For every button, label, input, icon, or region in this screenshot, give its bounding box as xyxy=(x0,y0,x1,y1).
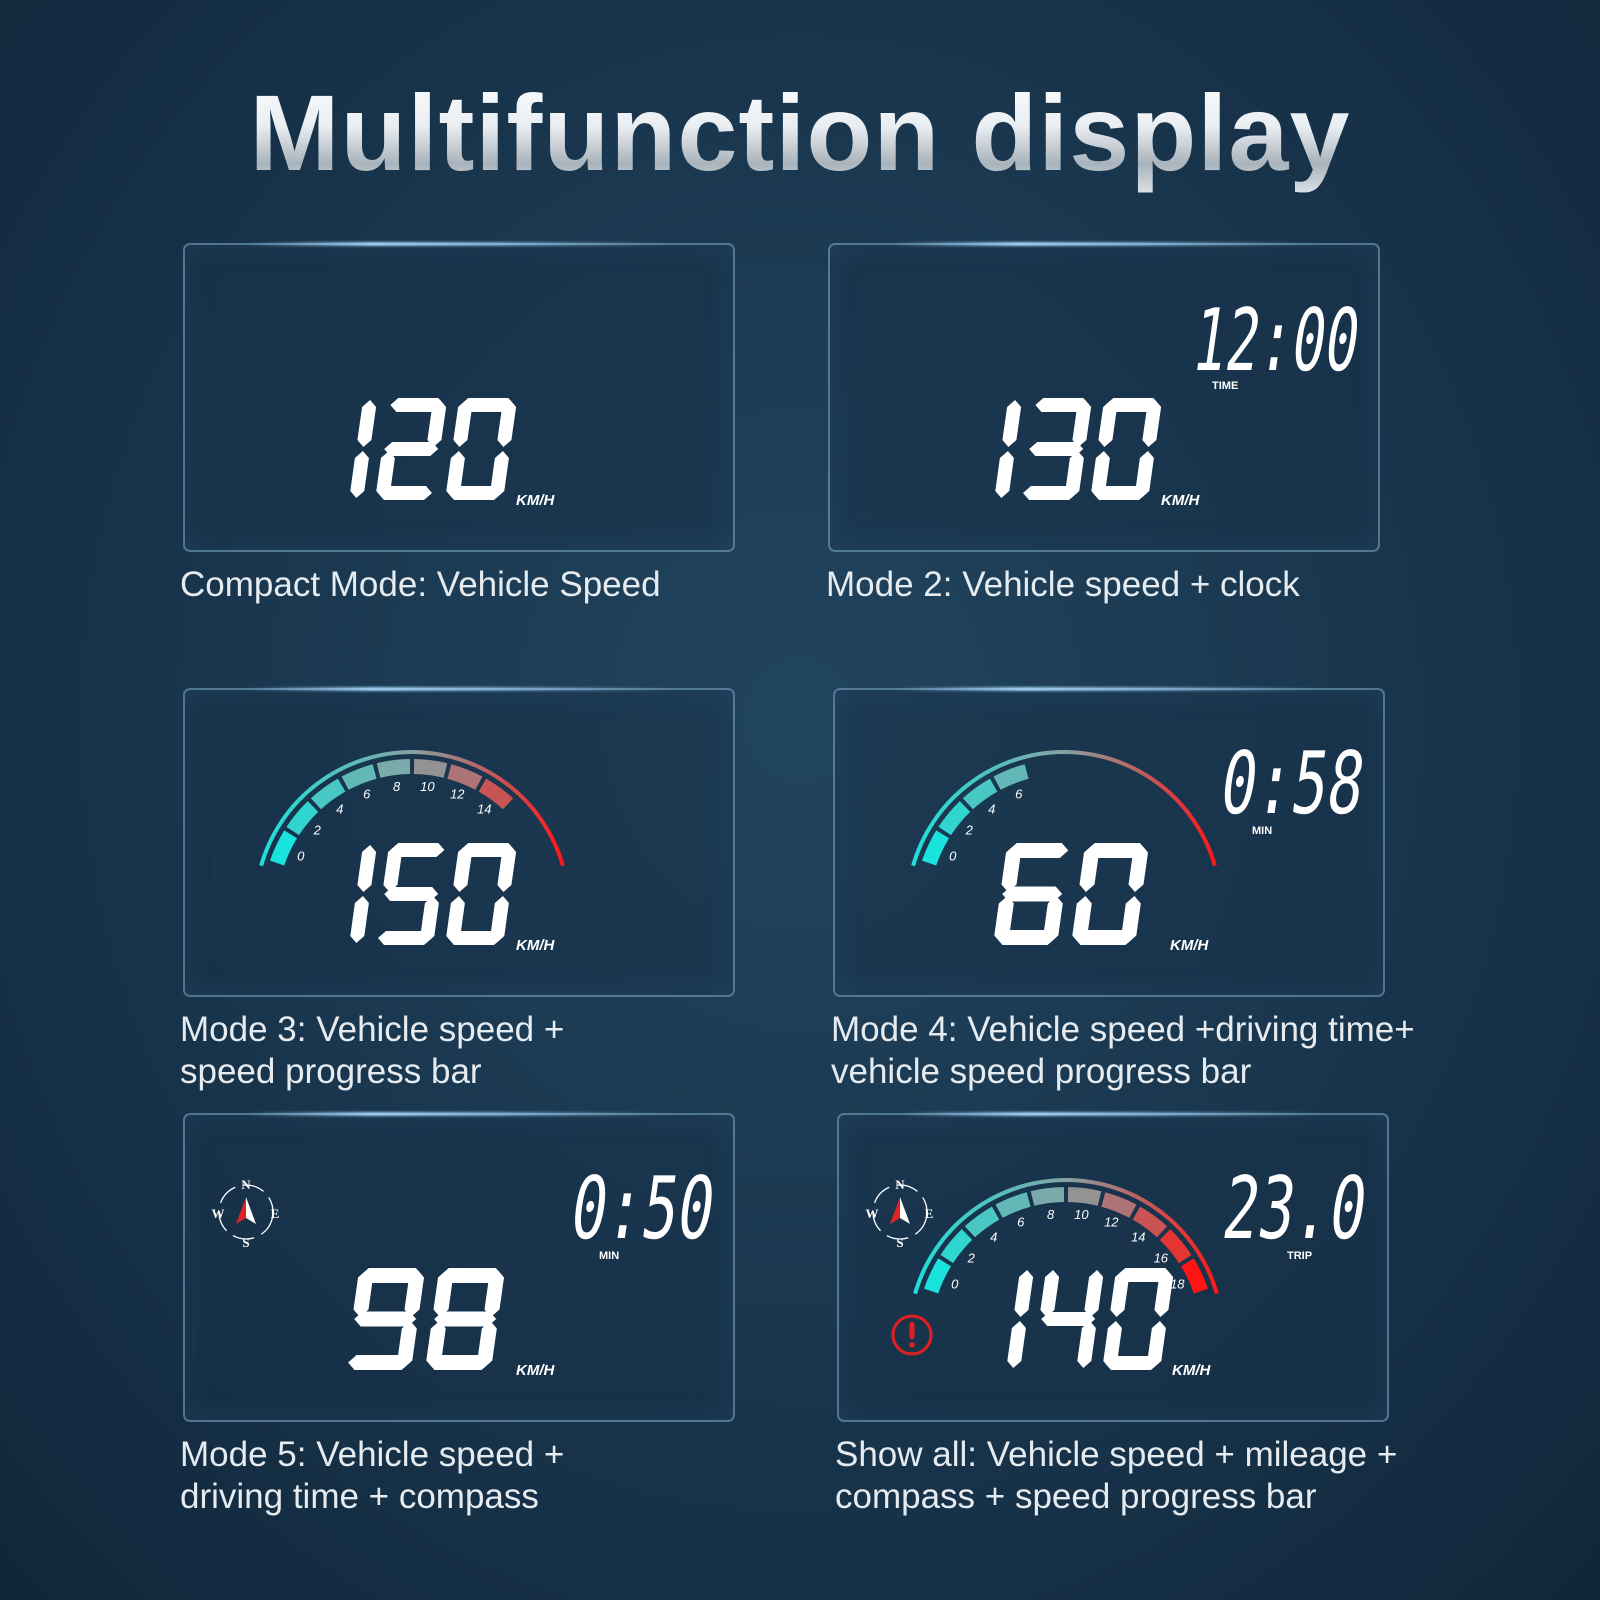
caption-mode-4: Mode 4: Vehicle speed +driving time+ vehi… xyxy=(831,1009,1415,1093)
page-title: Multifunction display xyxy=(0,70,1600,195)
caption-line: speed progress bar xyxy=(180,1052,482,1091)
caption-line: driving time + compass xyxy=(180,1477,539,1516)
caption-mode-all: Show all: Vehicle speed + mileage + compa… xyxy=(835,1434,1397,1518)
caption-line: Compact Mode: Vehicle Speed xyxy=(180,565,661,604)
caption-line: Mode 5: Vehicle speed + xyxy=(180,1435,565,1474)
display-mode-all xyxy=(837,1112,1389,1422)
display-mode-compact xyxy=(183,242,735,552)
display-mode-5 xyxy=(183,1112,735,1422)
caption-line: compass + speed progress bar xyxy=(835,1477,1317,1516)
panel-glow xyxy=(890,242,1318,246)
panel-glow xyxy=(895,687,1323,691)
caption-line: Mode 4: Vehicle speed +driving time+ xyxy=(831,1010,1415,1049)
display-mode-3 xyxy=(183,687,735,997)
caption-line: Show all: Vehicle speed + mileage + xyxy=(835,1435,1398,1474)
caption-line: Mode 3: Vehicle speed + xyxy=(180,1010,565,1049)
display-mode-2 xyxy=(828,242,1380,552)
caption-compact: Compact Mode: Vehicle Speed xyxy=(180,564,661,606)
panel-glow xyxy=(899,1112,1327,1116)
caption-mode-2: Mode 2: Vehicle speed + clock xyxy=(826,564,1300,606)
caption-mode-3: Mode 3: Vehicle speed + speed progress ba… xyxy=(180,1009,564,1093)
caption-mode-5: Mode 5: Vehicle speed + driving time + co… xyxy=(180,1434,564,1518)
caption-line: vehicle speed progress bar xyxy=(831,1052,1252,1091)
caption-line: Mode 2: Vehicle speed + clock xyxy=(826,565,1300,604)
panel-glow xyxy=(245,1112,673,1116)
display-mode-4 xyxy=(833,687,1385,997)
panel-glow xyxy=(245,242,673,246)
panel-glow xyxy=(245,687,673,691)
